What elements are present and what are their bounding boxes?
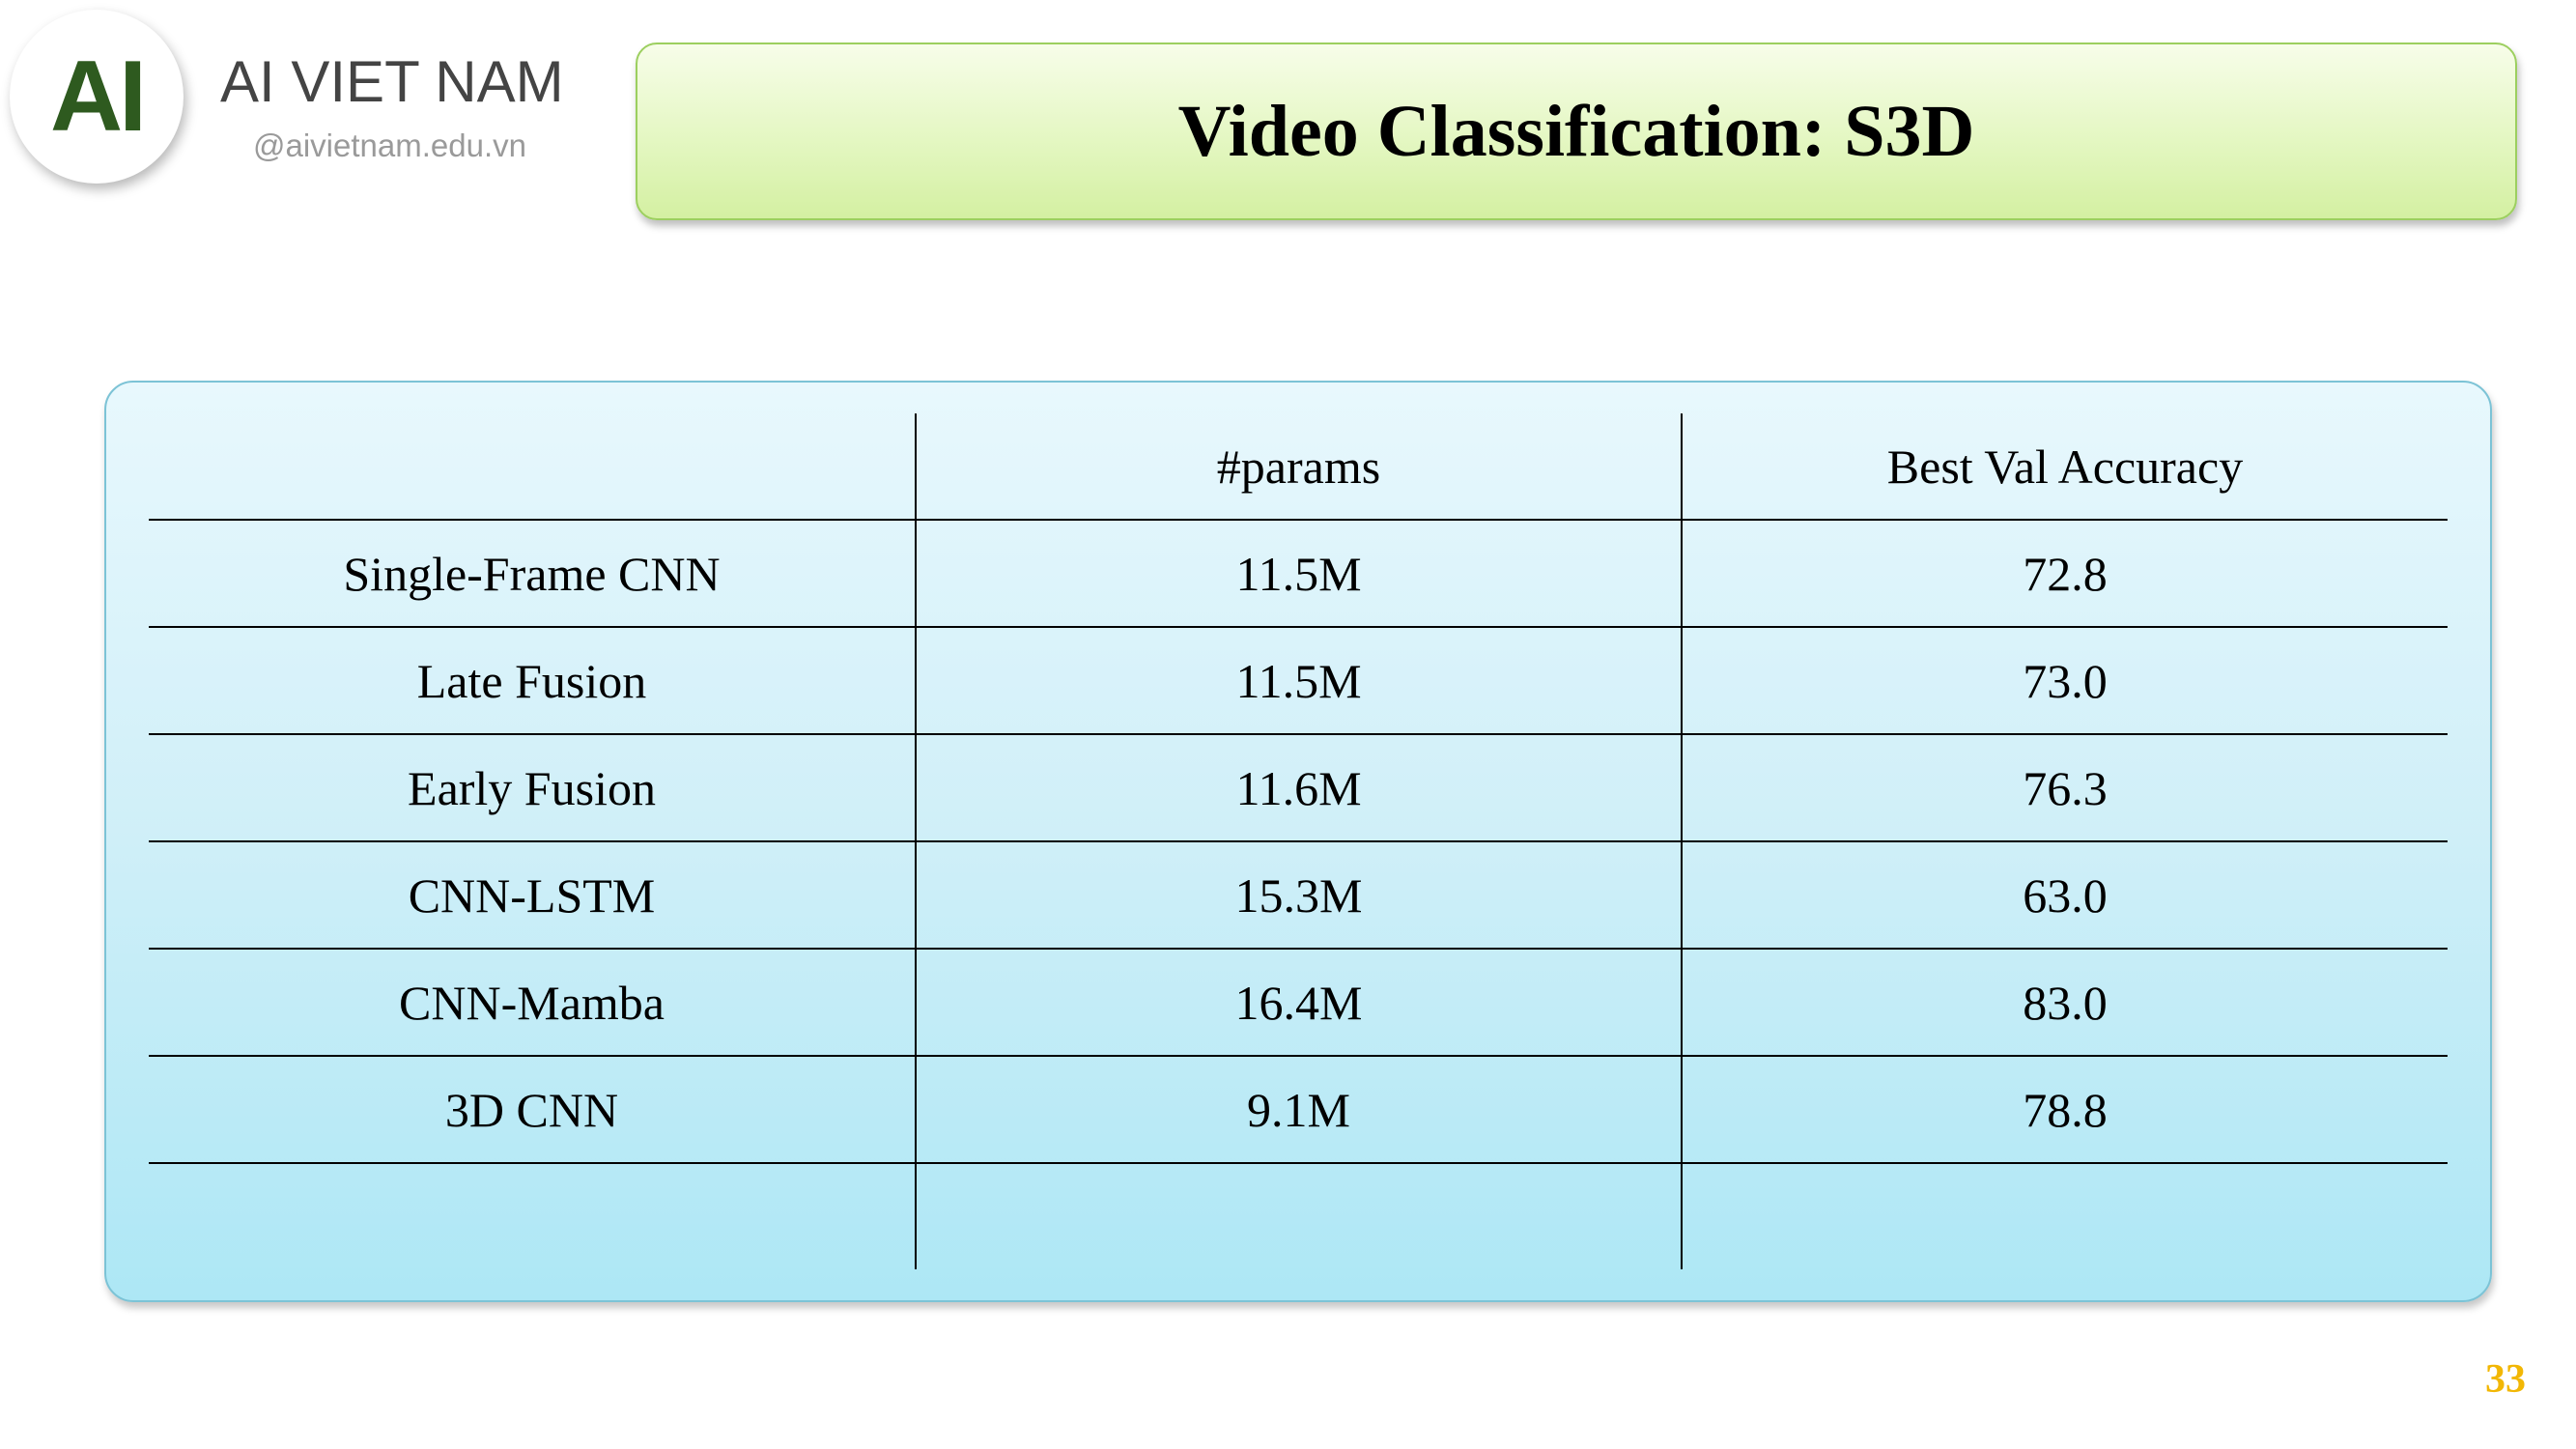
cell-accuracy: 78.8 [1682, 1056, 2448, 1164]
cell-accuracy: 76.3 [1682, 734, 2448, 842]
cell-accuracy: 73.0 [1682, 627, 2448, 735]
table-row: Late Fusion 11.5M 73.0 [149, 627, 2448, 735]
header-params: #params [916, 413, 1683, 521]
cell-params: 11.5M [916, 627, 1683, 735]
cell-accuracy: 83.0 [1682, 949, 2448, 1057]
cell-model: Late Fusion [149, 627, 917, 735]
cell-model [149, 1163, 917, 1269]
cell-accuracy: 72.8 [1682, 520, 2448, 628]
cell-params: 9.1M [916, 1056, 1683, 1164]
cell-params: 11.6M [916, 734, 1683, 842]
cell-model: Single-Frame CNN [149, 520, 917, 628]
logo: AI [10, 10, 184, 184]
header-accuracy: Best Val Accuracy [1682, 413, 2448, 521]
brand-website: @aivietnam.edu.vn [253, 128, 526, 163]
table-panel: #params Best Val Accuracy Single-Frame C… [104, 381, 2492, 1302]
page-number: 33 [2485, 1357, 2526, 1402]
cell-model: Early Fusion [149, 734, 917, 842]
logo-letters: AI [50, 41, 147, 153]
table-row: 3D CNN 9.1M 78.8 [149, 1056, 2448, 1164]
cell-params: 16.4M [916, 949, 1683, 1057]
results-table: #params Best Val Accuracy Single-Frame C… [149, 413, 2448, 1269]
cell-params [916, 1163, 1683, 1269]
cell-params: 15.3M [916, 841, 1683, 950]
table-row: CNN-Mamba 16.4M 83.0 [149, 949, 2448, 1057]
cell-accuracy [1682, 1163, 2448, 1269]
table-row: Early Fusion 11.6M 76.3 [149, 734, 2448, 842]
title-banner: Video Classification: S3D [636, 43, 2517, 220]
cell-model: CNN-LSTM [149, 841, 917, 950]
slide-title: Video Classification: S3D [1177, 90, 1975, 172]
brand-name: AI VIET NAM [220, 49, 564, 114]
cell-accuracy: 63.0 [1682, 841, 2448, 950]
table-header-row: #params Best Val Accuracy [149, 413, 2448, 521]
table-row-empty [149, 1163, 2448, 1269]
table-row: Single-Frame CNN 11.5M 72.8 [149, 520, 2448, 628]
table-row: CNN-LSTM 15.3M 63.0 [149, 841, 2448, 950]
header-model [149, 413, 917, 521]
cell-model: CNN-Mamba [149, 949, 917, 1057]
cell-params: 11.5M [916, 520, 1683, 628]
cell-model: 3D CNN [149, 1056, 917, 1164]
